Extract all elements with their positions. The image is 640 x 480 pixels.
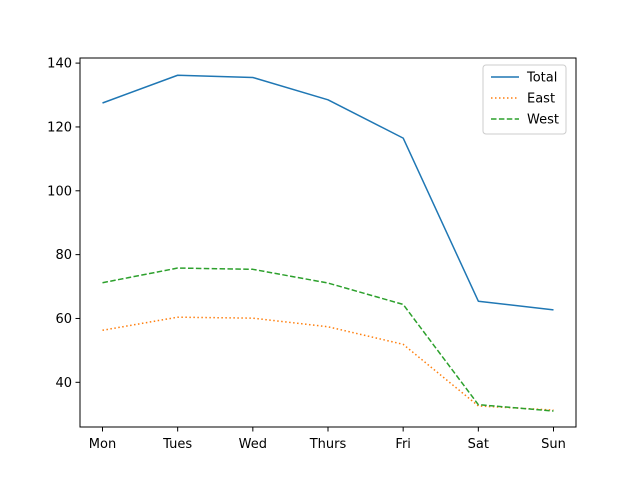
legend: Total East West [482,64,567,135]
y-axis: 40 60 80 100 120 140 [47,57,80,391]
x-tick-label: Sun [541,437,566,452]
x-tick-label: Wed [239,437,267,452]
x-tick-label: Thurs [309,437,347,452]
series-line-east [102,316,554,411]
legend-label-west: West [527,113,559,128]
y-tick-label: 140 [47,57,72,72]
x-axis: Mon Tues Wed Thurs Fri Sat Sun [89,427,566,452]
x-tick-label: Mon [89,437,116,452]
legend-label-east: East [527,92,555,107]
x-tick-label: Sat [468,437,489,452]
legend-label-total: Total [526,71,557,86]
y-tick-label: 100 [47,184,72,199]
series-line-total [102,74,554,311]
x-tick-label: Fri [395,437,411,452]
y-tick-label: 60 [55,312,72,327]
series-layer [102,74,554,412]
x-tick-label: Tues [162,437,192,452]
y-tick-label: 120 [47,120,72,135]
series-line-west [102,267,554,412]
legend-box [482,64,567,135]
y-tick-label: 40 [55,376,72,391]
y-tick-label: 80 [55,248,72,263]
